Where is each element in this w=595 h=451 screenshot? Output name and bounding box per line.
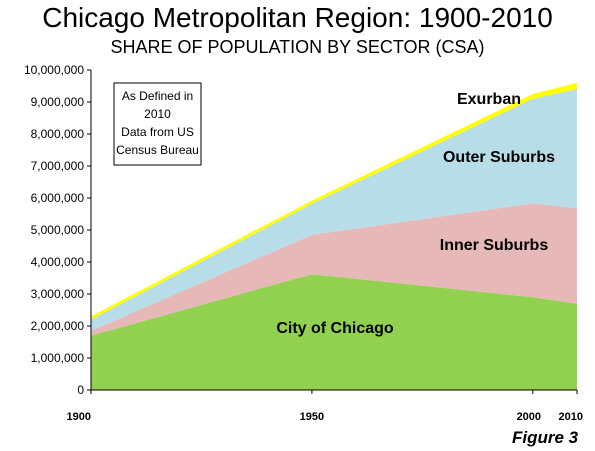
x-tick-label: 2010 — [559, 411, 583, 423]
source-note-line: Census Bureau — [116, 143, 199, 157]
series-label-inner-suburbs: Inner Suburbs — [440, 237, 549, 254]
y-tick-label: 1,000,000 — [31, 351, 85, 365]
area-city-of-chicago — [91, 274, 577, 390]
y-tick-label: 4,000,000 — [31, 255, 85, 269]
y-tick-label: 5,000,000 — [31, 223, 85, 237]
x-tick-label: 1900 — [67, 411, 91, 423]
source-note-box — [113, 82, 202, 166]
x-tick-label: 1950 — [300, 411, 324, 423]
series-label-outer-suburbs: Outer Suburbs — [443, 149, 555, 166]
y-tick-label: 9,000,000 — [31, 95, 85, 109]
series-labels: City of Chicago Inner Suburbs Outer Suburb… — [276, 91, 555, 337]
chart-subtitle: SHARE OF POPULATION BY SECTOR (CSA) — [110, 37, 485, 57]
source-note: As Defined in 2010 Data from US Census Bure… — [113, 82, 202, 166]
source-note-line: As Defined in — [122, 89, 193, 103]
stacked-areas — [91, 82, 577, 390]
y-tick-label: 3,000,000 — [31, 287, 85, 301]
figure-label: Figure 3 — [512, 428, 579, 447]
source-note-line: Data from US — [121, 125, 194, 139]
y-tick-label: 8,000,000 — [31, 127, 85, 141]
series-label-exurban: Exurban — [457, 91, 521, 108]
y-tick-label: 0 — [77, 383, 84, 397]
x-tick-label: 2000 — [517, 411, 541, 423]
y-tick-label: 6,000,000 — [31, 191, 85, 205]
area-inner-suburbs — [91, 203, 577, 336]
y-tick-label: 2,000,000 — [31, 319, 85, 333]
area-outer-suburbs — [91, 89, 577, 331]
source-note-line: 2010 — [144, 107, 171, 121]
y-tick-label: 10,000,000 — [24, 63, 84, 77]
series-label-city-of-chicago: City of Chicago — [276, 320, 394, 337]
chart-title: Chicago Metropolitan Region: 1900-2010 — [42, 2, 553, 33]
x-axis-ticks: 1900 1950 2000 2010 — [67, 390, 583, 423]
y-tick-label: 7,000,000 — [31, 159, 85, 173]
y-axis-ticks: 0 1,000,000 2,000,000 3,000,000 4,000,000 5,0… — [24, 63, 91, 397]
